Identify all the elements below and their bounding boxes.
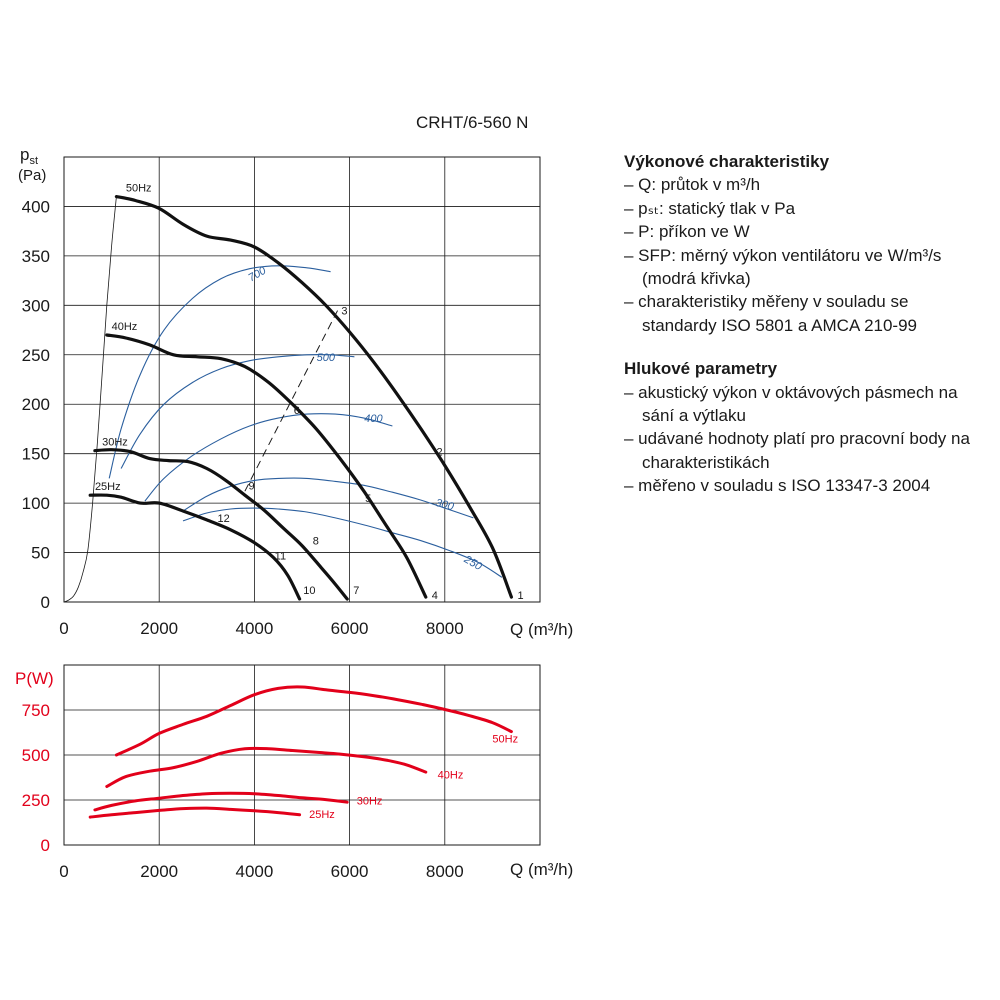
plot-frame [63, 156, 541, 603]
sfp-curve-500 [120, 353, 355, 469]
noise-heading: Hlukové parametry [624, 359, 778, 379]
power-x-tick-label: 4000 [235, 862, 273, 881]
noise-item: – akustický výkon v oktávových pásmech n… [624, 382, 958, 426]
power-y-tick-label: 250 [22, 791, 50, 810]
power-x-tick-label: 8000 [426, 862, 464, 881]
fan-curve-50Hz [114, 195, 513, 599]
x-tick-label: 8000 [426, 619, 464, 638]
power-x-tick-label: 0 [59, 862, 68, 881]
operating-point-8: 8 [313, 536, 319, 548]
x-tick-label: 0 [59, 619, 68, 638]
performance-heading: Výkonové charakteristiky [624, 152, 830, 171]
description-panel: Výkonové charakteristiky – Q: průtok v m… [624, 150, 984, 498]
sfp-label-500: 500 [317, 352, 336, 364]
series-label-30Hz: 30Hz [102, 437, 128, 449]
power-x-axis-label: Q (m³/h) [510, 860, 573, 879]
operating-point-1: 1 [517, 590, 523, 602]
power-y-axis-label: P(W) [15, 669, 54, 688]
operating-point-9: 9 [249, 480, 255, 492]
y-tick-label: 0 [41, 593, 50, 612]
sfp-label-300: 300 [434, 497, 456, 514]
performance-item: – Q: průtok v m³/h [624, 175, 761, 195]
y-tick-label: 100 [22, 494, 50, 513]
fan-curve-30Hz [93, 448, 349, 601]
noise-item: – udávané hodnoty platí pro pracovní bod… [624, 429, 970, 472]
power-curve-25Hz [88, 806, 302, 819]
power-curve-40Hz [105, 746, 428, 788]
noise-item: – měřeno v souladu s ISO 13347-3 2004 [624, 476, 931, 496]
sfp-curve-250 [182, 507, 503, 578]
x-tick-label: 4000 [235, 619, 273, 638]
operating-point-10: 10 [303, 585, 315, 597]
performance-item: – SFP: měrný výkon ventilátoru ve W/m³/s… [624, 245, 942, 289]
sfp-label-400: 400 [364, 413, 383, 425]
sfp-curve-400 [144, 413, 393, 502]
dashed-operating-line [244, 310, 339, 492]
performance-list: – Q: průtok v m³/h – pₛₜ: statický tlak v… [624, 173, 984, 337]
operating-point-6: 6 [294, 405, 300, 417]
power-label-50Hz: 50Hz [492, 733, 518, 745]
x-tick-label: 2000 [140, 619, 178, 638]
power-y-tick-label: 500 [22, 746, 50, 765]
y-tick-label: 50 [31, 544, 50, 563]
y-axis-unit: (Pa) [18, 167, 46, 184]
operating-point-11: 11 [275, 551, 286, 563]
power-y-tick-label: 750 [22, 701, 50, 720]
y-tick-label: 200 [22, 395, 50, 414]
fan-curve-25Hz [88, 493, 302, 601]
y-tick-label: 250 [22, 346, 50, 365]
series-label-50Hz: 50Hz [126, 183, 152, 195]
y-tick-label: 400 [22, 197, 50, 216]
series-label-25Hz: 25Hz [95, 481, 121, 493]
performance-item: – pₛₜ: statický tlak v Pa [624, 198, 796, 218]
series-label-40Hz: 40Hz [112, 321, 138, 333]
y-tick-label: 350 [22, 247, 50, 266]
operating-point-4: 4 [432, 590, 438, 602]
system-curve [63, 196, 117, 603]
chart-title: CRHT/6-560 N [416, 113, 528, 132]
noise-list: – akustický výkon v oktávových pásmech n… [624, 381, 984, 498]
power-curve-50Hz [114, 685, 513, 757]
power-y-tick-label: 0 [41, 836, 50, 855]
power-label-30Hz: 30Hz [357, 796, 383, 808]
power-label-25Hz: 25Hz [309, 809, 335, 821]
power-x-tick-label: 2000 [140, 862, 178, 881]
operating-point-3: 3 [341, 305, 347, 317]
operating-point-2: 2 [437, 447, 443, 459]
y-tick-label: 150 [22, 445, 50, 464]
power-chart: P(W) 50Hz 40Hz 30Hz 25Hz 0 2000 4000 6000 8000 0… [15, 664, 573, 881]
x-axis-label: Q (m³/h) [510, 620, 573, 639]
sfp-label-700: 700 [246, 264, 269, 284]
power-curve-30Hz [93, 791, 349, 812]
sfp-curve-700 [108, 265, 331, 479]
pressure-chart: CRHT/6-560 N pst (Pa) 50Hz40Hz30Hz25Hz70… [18, 113, 573, 639]
power-x-tick-label: 6000 [331, 862, 369, 881]
x-tick-label: 6000 [331, 619, 369, 638]
performance-item: – charakteristiky měřeny v souladu se st… [624, 292, 918, 335]
operating-point-7: 7 [353, 585, 359, 597]
y-tick-label: 300 [22, 296, 50, 315]
fan-curve-40Hz [105, 333, 428, 599]
operating-point-5: 5 [365, 493, 371, 505]
power-label-40Hz: 40Hz [438, 769, 464, 781]
sfp-curve-300 [182, 477, 474, 519]
performance-item: – P: příkon ve W [624, 222, 750, 242]
y-axis-label: pst [20, 145, 38, 167]
operating-point-12: 12 [218, 513, 230, 525]
